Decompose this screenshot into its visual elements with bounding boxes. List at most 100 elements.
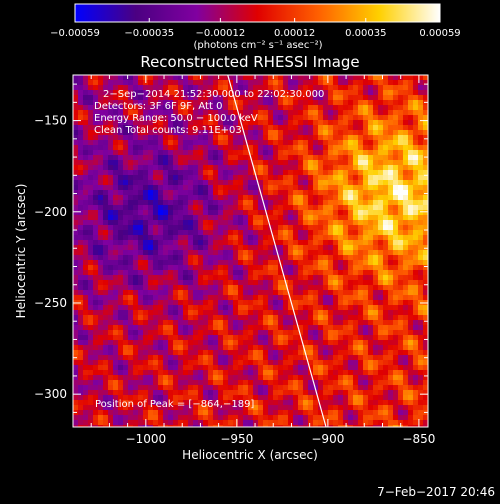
- heatmap-cell: [368, 200, 373, 205]
- heatmap-cell: [403, 295, 408, 300]
- heatmap-cell: [93, 175, 98, 180]
- heatmap-cell: [393, 115, 398, 120]
- heatmap-cell: [308, 110, 313, 115]
- heatmap-cell: [353, 340, 358, 345]
- heatmap-cell: [308, 390, 313, 395]
- heatmap-cell: [243, 225, 248, 230]
- heatmap-cell: [393, 300, 398, 305]
- heatmap-cell: [278, 405, 283, 410]
- heatmap-cell: [348, 305, 353, 310]
- heatmap-cell: [163, 295, 168, 300]
- heatmap-cell: [353, 115, 358, 120]
- heatmap-cell: [278, 290, 283, 295]
- heatmap-cell: [73, 400, 78, 405]
- heatmap-cell: [88, 270, 93, 275]
- heatmap-cell: [358, 100, 363, 105]
- heatmap-cell: [353, 225, 358, 230]
- heatmap-cell: [363, 340, 368, 345]
- heatmap-cell: [193, 150, 198, 155]
- heatmap-cell: [143, 140, 148, 145]
- heatmap-cell: [353, 380, 358, 385]
- heatmap-cell: [168, 325, 173, 330]
- heatmap-cell: [248, 205, 253, 210]
- heatmap-cell: [393, 340, 398, 345]
- heatmap-cell: [293, 155, 298, 160]
- heatmap-cell: [398, 320, 403, 325]
- heatmap-cell: [423, 160, 428, 165]
- heatmap-cell: [363, 105, 368, 110]
- heatmap-cell: [413, 110, 418, 115]
- heatmap-cell: [133, 410, 138, 415]
- heatmap-cell: [308, 355, 313, 360]
- heatmap-cell: [328, 315, 333, 320]
- heatmap-cell: [153, 385, 158, 390]
- heatmap-cell: [188, 275, 193, 280]
- heatmap-cell: [253, 310, 258, 315]
- heatmap-cell: [228, 255, 233, 260]
- heatmap-cell: [343, 420, 348, 425]
- heatmap-cell: [333, 160, 338, 165]
- heatmap-cell: [273, 300, 278, 305]
- heatmap-cell: [388, 200, 393, 205]
- heatmap-cell: [338, 280, 343, 285]
- heatmap-cell: [158, 295, 163, 300]
- heatmap-cell: [243, 210, 248, 215]
- heatmap-cell: [388, 245, 393, 250]
- heatmap-cell: [288, 130, 293, 135]
- heatmap-cell: [93, 190, 98, 195]
- heatmap-cell: [328, 285, 333, 290]
- heatmap-cell: [118, 205, 123, 210]
- heatmap-cell: [133, 365, 138, 370]
- heatmap-cell: [303, 240, 308, 245]
- heatmap-cell: [273, 115, 278, 120]
- heatmap-cell: [363, 265, 368, 270]
- heatmap-cell: [183, 330, 188, 335]
- heatmap-cell: [373, 280, 378, 285]
- heatmap-cell: [383, 80, 388, 85]
- heatmap-cell: [93, 270, 98, 275]
- heatmap-cell: [193, 285, 198, 290]
- heatmap-cell: [368, 410, 373, 415]
- heatmap-cell: [418, 285, 423, 290]
- heatmap-cell: [243, 205, 248, 210]
- heatmap-cell: [418, 315, 423, 320]
- heatmap-cell: [398, 215, 403, 220]
- heatmap-cell: [263, 305, 268, 310]
- heatmap-cell: [98, 290, 103, 295]
- heatmap-cell: [378, 310, 383, 315]
- heatmap-cell: [383, 165, 388, 170]
- heatmap-cell: [313, 145, 318, 150]
- heatmap-cell: [358, 80, 363, 85]
- heatmap-cell: [158, 255, 163, 260]
- heatmap-cell: [168, 240, 173, 245]
- heatmap-cell: [368, 80, 373, 85]
- heatmap-cell: [203, 150, 208, 155]
- heatmap-cell: [368, 395, 373, 400]
- heatmap-cell: [158, 260, 163, 265]
- heatmap-cell: [243, 355, 248, 360]
- heatmap-cell: [138, 390, 143, 395]
- heatmap-cell: [408, 160, 413, 165]
- heatmap-cell: [323, 390, 328, 395]
- heatmap-cell: [408, 80, 413, 85]
- heatmap-cell: [98, 295, 103, 300]
- heatmap-cell: [148, 240, 153, 245]
- heatmap-cell: [398, 400, 403, 405]
- heatmap-cell: [323, 360, 328, 365]
- heatmap-cell: [253, 290, 258, 295]
- heatmap-cell: [278, 185, 283, 190]
- heatmap-cell: [238, 335, 243, 340]
- heatmap-cell: [323, 205, 328, 210]
- heatmap-cell: [78, 225, 83, 230]
- heatmap-cell: [88, 370, 93, 375]
- heatmap-cell: [358, 345, 363, 350]
- heatmap-cell: [333, 125, 338, 130]
- heatmap-cell: [213, 420, 218, 425]
- heatmap-cell: [393, 390, 398, 395]
- heatmap-cell: [378, 390, 383, 395]
- heatmap-cell: [403, 175, 408, 180]
- heatmap-cell: [258, 255, 263, 260]
- heatmap-cell: [393, 270, 398, 275]
- heatmap-cell: [368, 110, 373, 115]
- heatmap-cell: [378, 270, 383, 275]
